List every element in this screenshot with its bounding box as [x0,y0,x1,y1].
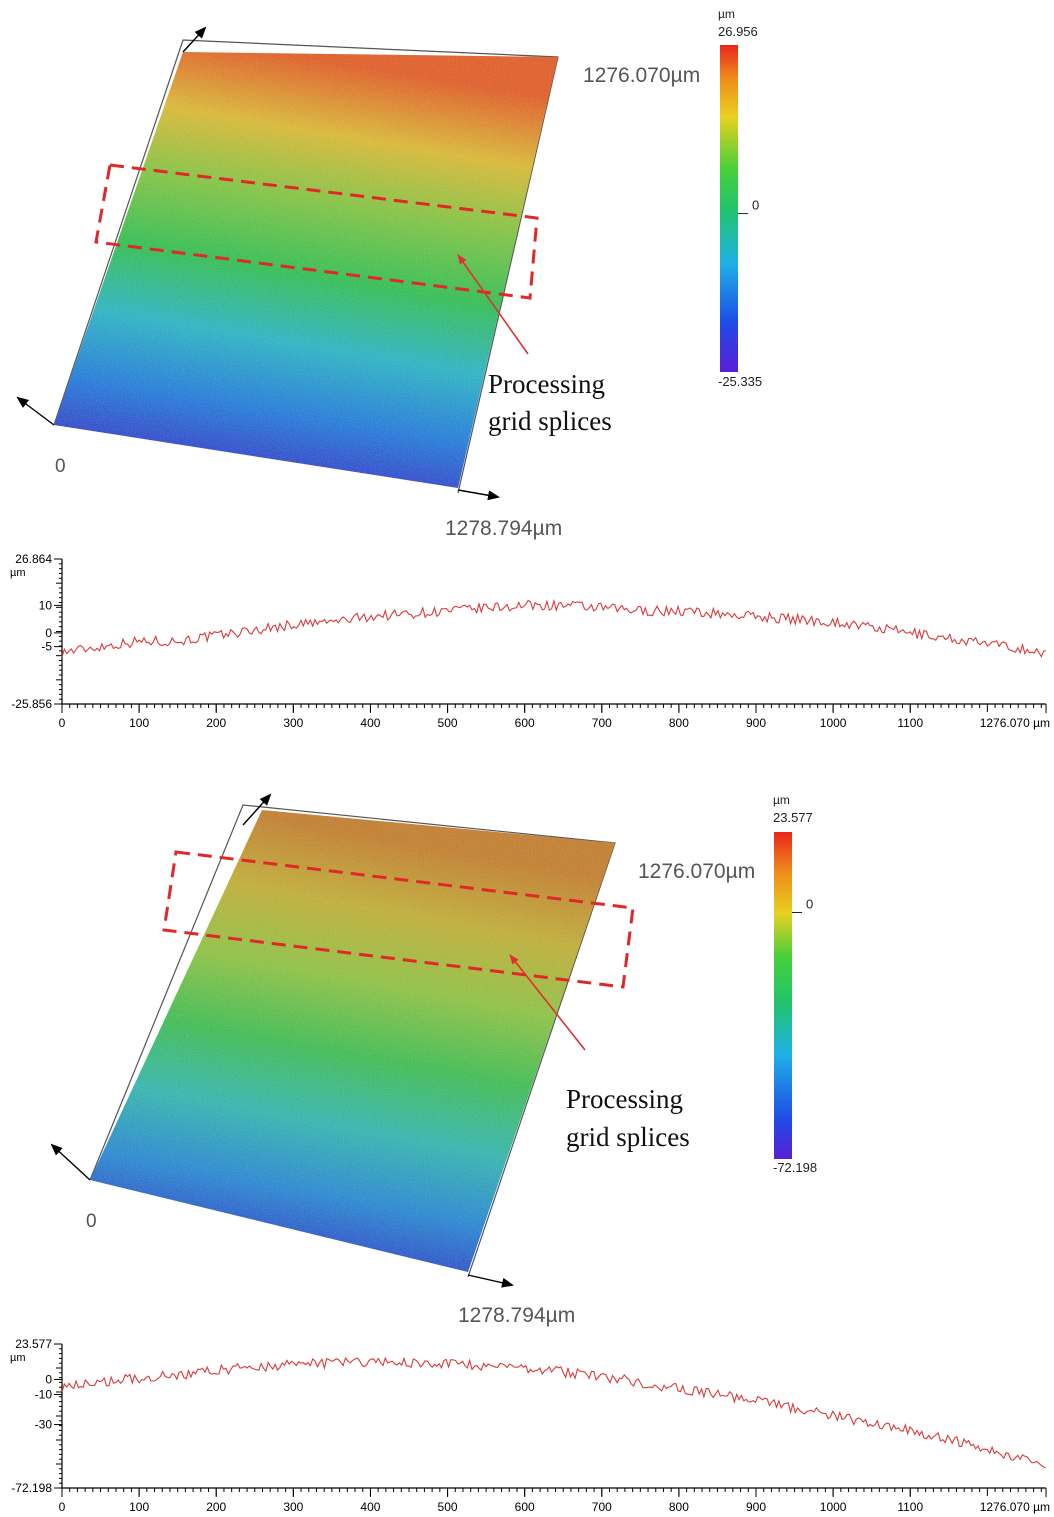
profile-x-tick-label: 900 [746,716,766,730]
profile-x-tick-label: 1276.070 µm [980,716,1050,730]
profile-x-tick-label: 700 [592,1500,612,1514]
surface-1-y-extent: 1276.070µm [583,64,700,87]
splice-highlight-box-2 [162,850,635,989]
colorbar-2-bar [774,832,792,1159]
surface-1-x-extent: 1278.794µm [445,517,562,540]
profile-y-tick-label: -72.198 [11,1481,52,1495]
profile-x-tick-label: 0 [59,1500,66,1514]
profile-x-tick-label: 400 [360,1500,380,1514]
surface-2-y-arrow [50,1143,91,1181]
profile-series-line [61,1356,1047,1469]
profile-x-tick-label: 500 [438,1500,458,1514]
surface-panel-2: 1276.070µm 1278.794µm 0 Processing grid … [50,793,755,1327]
surface-1-y-arrow [16,396,55,426]
profile-x-tick-label: 400 [360,716,380,730]
colorbar-1-unit: µm [718,7,735,21]
surface-2-origin: 0 [86,1211,97,1232]
colorbar-1-min: -25.335 [718,374,762,389]
profile-y-tick-label: 23.577 [15,1337,52,1351]
profile-y-tick-label: 10 [39,598,53,612]
annotation-text-1a: Processing [488,369,605,399]
profile-x-tick-label: 1100 [897,1500,923,1514]
profile-y-tick-label: 0 [45,1372,52,1386]
profile-x-tick-label: 0 [59,716,66,730]
surface-2-x-extent: 1278.794µm [458,1304,575,1327]
profile-x-tick-label: 1276.070 µm [980,1500,1050,1514]
profile-x-tick-label: 1000 [820,716,847,730]
annotation-arrow-1 [457,254,529,355]
surface-1-origin: 0 [55,456,66,477]
profile-y-tick-label: 26.864 [15,552,52,566]
profile-x-tick-label: 500 [438,716,458,730]
profile-x-tick-label: 1000 [820,1500,847,1514]
profile-x-tick-label: 300 [283,1500,303,1514]
colorbar-1-mid: 0 [752,198,759,213]
profile-x-tick-label: 700 [592,716,612,730]
surface-panel-1: 1276.070µm 1278.794µm 0 Processing grid … [16,26,700,540]
profile-y-unit: µm [10,1352,26,1364]
profile-x-tick-label: 200 [206,1500,226,1514]
profile-y-tick-label: -10 [35,1387,53,1401]
colorbar-1-bar [720,45,738,372]
profile-x-tick-label: 100 [129,1500,149,1514]
colorbar-2-unit: µm [773,793,790,807]
profile-x-tick-label: 200 [206,716,226,730]
colorbar-2-max: 23.577 [773,810,813,825]
surface-2-y-extent: 1276.070µm [638,860,755,883]
surface-2-x-arrow [467,1274,514,1288]
colorbar-2-mid: 0 [806,896,813,911]
surface-2-texture [90,810,615,1272]
profile-x-tick-label: 300 [283,716,303,730]
profile-x-tick-label: 600 [515,1500,535,1514]
surface-1-z-arrow [182,26,207,53]
profile-x-tick-label: 1100 [897,716,923,730]
profile-x-tick-label: 800 [669,716,689,730]
annotation-arrow-2 [509,954,586,1051]
splice-highlight-box-1 [94,163,539,300]
colorbar-2-min: -72.198 [773,1160,817,1175]
annotation-text-2b: grid splices [566,1122,690,1152]
profile-x-tick-label: 800 [669,1500,689,1514]
surface-2-z-arrow [242,793,272,826]
colorbar-2: µm 23.577 0 -72.198 [773,793,817,1175]
profile-series-line [61,598,1046,658]
surface-2-box [89,804,616,1278]
surface-1-x-arrow [457,489,500,501]
surface-1-box [53,39,559,494]
colorbar-1-max: 26.956 [718,24,758,39]
profile-y-tick-label: 0 [45,626,52,640]
annotation-text-2a: Processing [566,1084,683,1114]
profile-y-tick-label: -30 [35,1418,53,1432]
profile-y-unit: µm [10,567,26,579]
profile-y-tick-label: -25.856 [11,697,52,711]
annotation-text-1b: grid splices [488,406,612,436]
profile-x-tick-label: 600 [515,716,535,730]
profile-x-tick-label: 100 [129,716,149,730]
profile-y-tick-label: -5 [41,640,52,654]
colorbar-1: µm 26.956 0 -25.335 [718,7,762,389]
profile-x-tick-label: 900 [746,1500,766,1514]
